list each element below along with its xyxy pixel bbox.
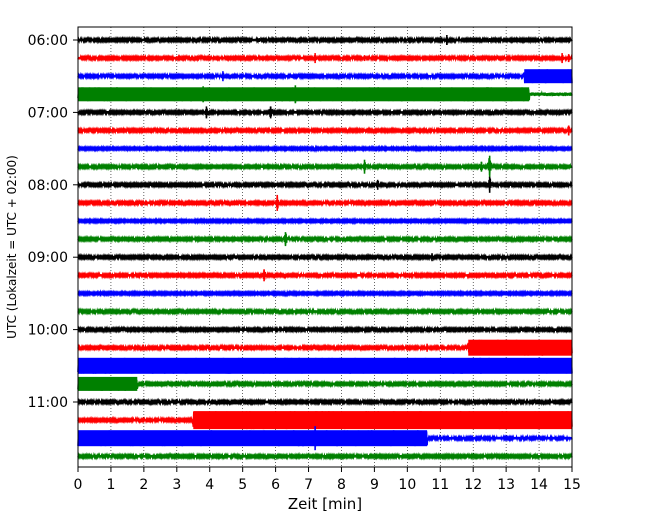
x-tick-label: 1 [106, 477, 115, 493]
trace-row [77, 35, 573, 45]
trace-line [77, 178, 573, 191]
x-tick-label: 4 [205, 477, 214, 493]
trace-row [77, 411, 573, 430]
trace-row [77, 357, 573, 374]
trace-row [77, 85, 573, 104]
trace-line [77, 126, 573, 135]
trace-line [77, 106, 573, 118]
trace-line [77, 377, 573, 391]
signal-band [78, 430, 428, 447]
signal-band [524, 69, 572, 84]
trace-row [77, 289, 573, 298]
trace-row [77, 53, 573, 64]
x-tick-label: 8 [337, 477, 346, 493]
trace-row [77, 397, 573, 407]
trace-line [77, 158, 573, 176]
x-tick-label: 15 [563, 477, 581, 493]
y-axis-ticks: 06:00 07:00 08:00 09:00 10:00 11:00 [28, 33, 78, 411]
trace-row [77, 252, 573, 262]
x-tick-label: 9 [370, 477, 379, 493]
trace-row [77, 376, 573, 391]
x-tick-label: 14 [530, 477, 548, 493]
x-tick-label: 2 [139, 477, 148, 493]
y-tick-label: 09:00 [28, 250, 68, 266]
x-axis-label: Zeit [min] [288, 495, 362, 513]
trace-line [77, 252, 573, 262]
trace-row [77, 339, 573, 356]
y-tick-label: 07:00 [28, 105, 68, 121]
trace-row [77, 269, 573, 282]
signal-band [193, 411, 572, 430]
trace-line [77, 216, 573, 226]
trace-line [77, 69, 573, 84]
trace-line [77, 196, 573, 209]
trace-row [77, 426, 573, 451]
x-tick-label: 12 [464, 477, 482, 493]
y-tick-label: 11:00 [28, 395, 68, 411]
y-tick-label: 06:00 [28, 33, 68, 49]
seismic-traces [77, 35, 573, 461]
x-tick-label: 3 [172, 477, 181, 493]
trace-line [77, 307, 573, 316]
trace-row [77, 106, 573, 119]
trace-line [77, 451, 573, 461]
x-axis-ticks: 0 1 2 3 4 5 6 7 8 9 10 11 12 13 14 15 [74, 467, 581, 493]
x-tick-label: 7 [304, 477, 313, 493]
signal-band [78, 357, 572, 374]
y-tick-label: 08:00 [28, 178, 68, 194]
plot-frame [77, 26, 573, 468]
x-gridlines [110, 27, 540, 467]
trace-line [77, 144, 573, 153]
y-axis-label: UTC (Lokalzeit = UTC + 02:00) [5, 155, 19, 339]
x-tick-label: 5 [238, 477, 247, 493]
x-tick-label: 13 [497, 477, 515, 493]
trace-row [77, 232, 573, 247]
trace-line [77, 35, 573, 45]
trace-row [77, 155, 573, 178]
trace-row [77, 325, 573, 334]
trace-row [77, 194, 573, 211]
trace-line [77, 53, 573, 63]
trace-row [77, 125, 573, 136]
trace-row [77, 216, 573, 226]
x-tick-label: 6 [271, 477, 280, 493]
y-tick-label: 10:00 [28, 323, 68, 339]
trace-line [77, 325, 573, 334]
trace-line [77, 397, 573, 407]
x-tick-label: 10 [398, 477, 416, 493]
trace-line [77, 233, 573, 245]
x-tick-label: 0 [74, 477, 83, 493]
trace-line [77, 289, 573, 298]
trace-row [77, 144, 573, 153]
signal-band [78, 376, 138, 391]
trace-line [77, 270, 573, 280]
trace-row [77, 307, 573, 316]
signal-band [468, 339, 572, 356]
trace-row [77, 69, 573, 84]
signal-band [78, 87, 530, 102]
trace-row [77, 176, 573, 193]
trace-row [77, 451, 573, 461]
x-tick-label: 11 [431, 477, 449, 493]
